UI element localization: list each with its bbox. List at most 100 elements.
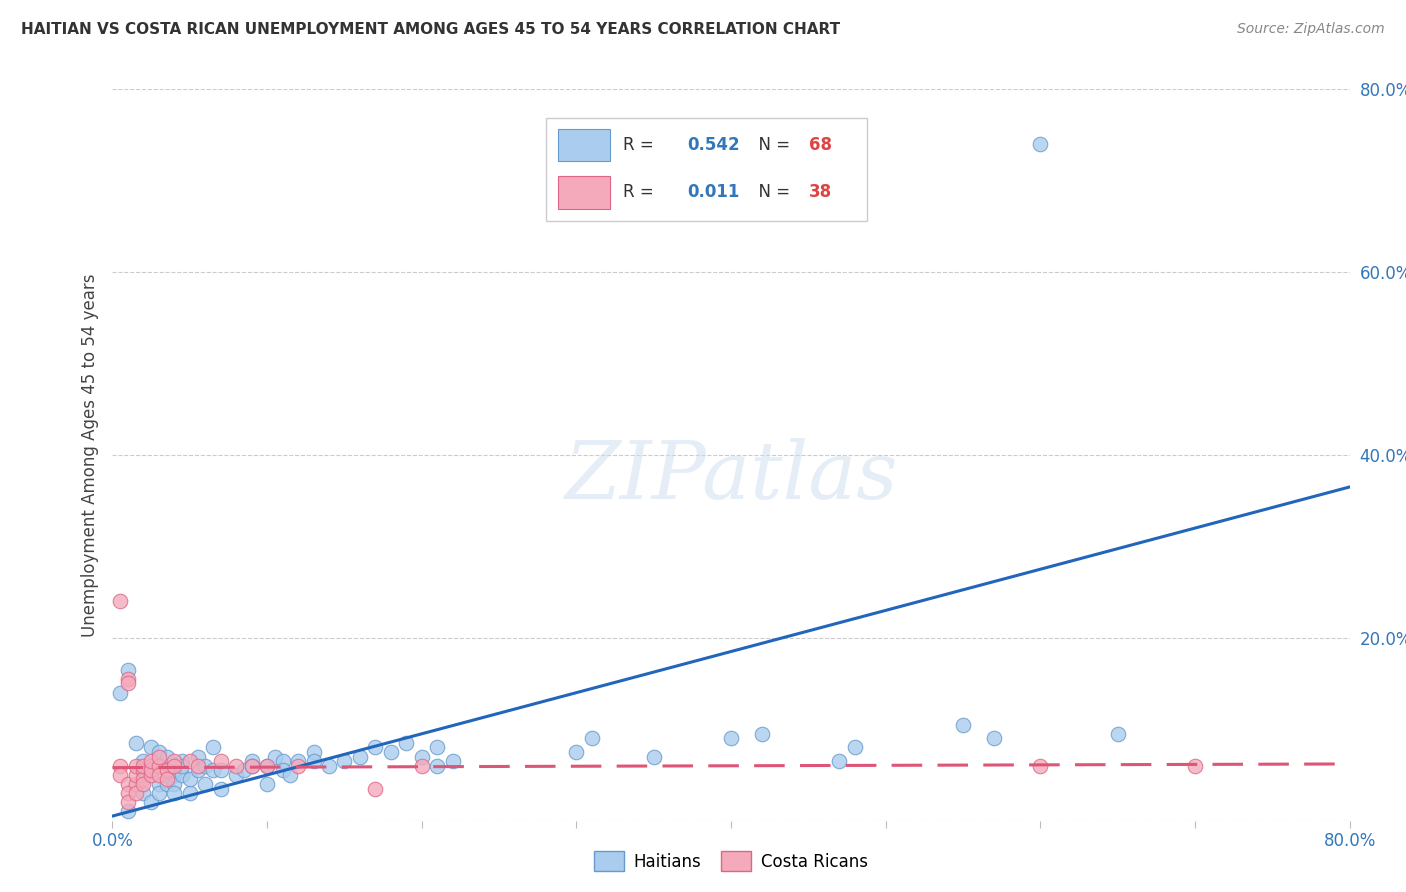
Point — [225, 758, 247, 772]
Point — [110, 685, 132, 699]
Point — [117, 676, 139, 690]
Point — [132, 754, 155, 768]
Point — [983, 731, 1005, 746]
Point — [148, 758, 170, 772]
Point — [141, 764, 163, 778]
Point — [148, 749, 170, 764]
Point — [155, 764, 177, 778]
Point — [110, 594, 132, 608]
Point — [124, 736, 148, 750]
Point — [194, 758, 217, 772]
Point — [302, 754, 325, 768]
Point — [395, 736, 418, 750]
Point — [1184, 758, 1206, 772]
Point — [132, 764, 155, 778]
Point — [844, 740, 866, 755]
Point — [1029, 136, 1052, 151]
Point — [117, 796, 139, 810]
Point — [141, 796, 163, 810]
Point — [441, 754, 464, 768]
Point — [186, 758, 209, 772]
Text: Source: ZipAtlas.com: Source: ZipAtlas.com — [1237, 22, 1385, 37]
Point — [271, 754, 294, 768]
Point — [240, 754, 263, 768]
Point — [124, 758, 148, 772]
Point — [720, 731, 742, 746]
Point — [110, 758, 132, 772]
Point — [302, 745, 325, 759]
Point — [186, 764, 209, 778]
Point — [141, 754, 163, 768]
Point — [256, 758, 278, 772]
Point — [233, 764, 256, 778]
Point — [179, 754, 201, 768]
Point — [565, 745, 588, 759]
Point — [287, 758, 309, 772]
Point — [209, 781, 232, 796]
Point — [132, 768, 155, 782]
Point — [117, 663, 139, 677]
Point — [148, 786, 170, 800]
Point — [148, 777, 170, 791]
Point — [1107, 727, 1129, 741]
Point — [643, 749, 665, 764]
Point — [179, 772, 201, 787]
Point — [411, 749, 433, 764]
Point — [1029, 758, 1052, 772]
Point — [952, 717, 974, 731]
Point — [155, 772, 177, 787]
Point — [124, 768, 148, 782]
Point — [117, 777, 139, 791]
Point — [287, 754, 309, 768]
Point — [141, 740, 163, 755]
Point — [117, 672, 139, 686]
Point — [209, 754, 232, 768]
Point — [202, 764, 225, 778]
Point — [426, 740, 449, 755]
Point — [141, 758, 163, 772]
Point — [141, 764, 163, 778]
Point — [364, 781, 387, 796]
Point — [163, 786, 186, 800]
Point — [256, 777, 278, 791]
Legend: Haitians, Costa Ricans: Haitians, Costa Ricans — [588, 845, 875, 878]
Point — [380, 745, 402, 759]
Point — [240, 758, 263, 772]
Point — [124, 786, 148, 800]
Point — [225, 768, 247, 782]
Point — [364, 740, 387, 755]
Point — [333, 754, 356, 768]
Point — [172, 758, 194, 772]
Y-axis label: Unemployment Among Ages 45 to 54 years: Unemployment Among Ages 45 to 54 years — [80, 273, 98, 637]
Point — [271, 764, 294, 778]
Point — [240, 758, 263, 772]
Point — [426, 758, 449, 772]
Point — [411, 758, 433, 772]
Text: HAITIAN VS COSTA RICAN UNEMPLOYMENT AMONG AGES 45 TO 54 YEARS CORRELATION CHART: HAITIAN VS COSTA RICAN UNEMPLOYMENT AMON… — [21, 22, 841, 37]
Point — [349, 749, 371, 764]
Point — [132, 758, 155, 772]
Point — [318, 758, 340, 772]
Point — [155, 764, 177, 778]
Point — [163, 777, 186, 791]
Point — [141, 768, 163, 782]
Point — [256, 758, 278, 772]
Point — [172, 754, 194, 768]
Point — [172, 768, 194, 782]
Point — [209, 764, 232, 778]
Point — [828, 754, 851, 768]
Point — [163, 754, 186, 768]
Point — [132, 777, 155, 791]
Point — [155, 777, 177, 791]
Point — [148, 745, 170, 759]
Point — [117, 805, 139, 819]
Point — [186, 749, 209, 764]
Point — [194, 777, 217, 791]
Point — [163, 768, 186, 782]
Point — [581, 731, 603, 746]
Point — [124, 777, 148, 791]
Point — [155, 749, 177, 764]
Point — [148, 768, 170, 782]
Point — [132, 772, 155, 787]
Point — [278, 768, 302, 782]
